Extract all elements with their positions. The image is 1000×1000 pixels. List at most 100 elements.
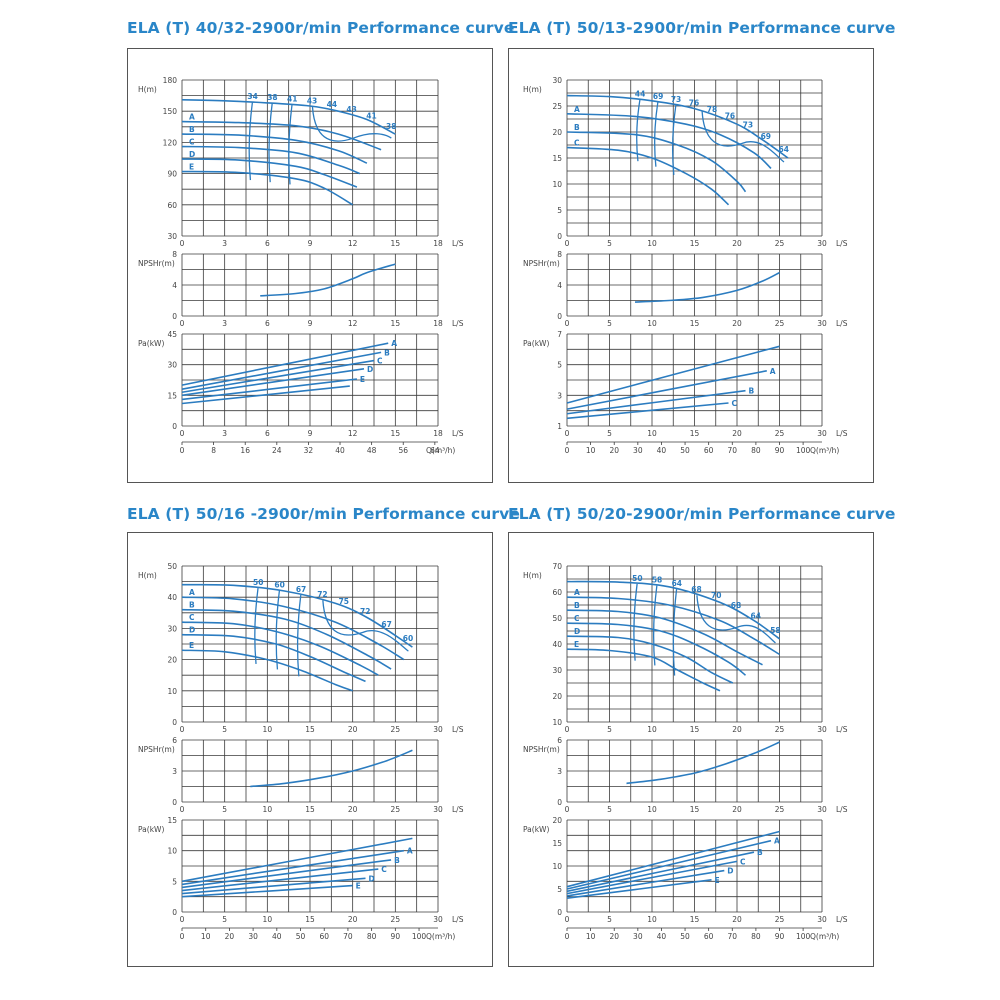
- c1-power-series-label: D: [367, 365, 373, 374]
- c3-head-ytick: 50: [167, 562, 177, 571]
- c4-npsh-ytick: 3: [557, 767, 562, 776]
- c2-power-xtick: 0: [565, 429, 570, 438]
- c2-head-xunit: L/S: [836, 239, 848, 248]
- c3-head-series-label: A: [189, 588, 195, 597]
- c3-power-xtick: 25: [391, 915, 401, 924]
- c2-power-xtick: 15: [690, 429, 700, 438]
- c2-power-series-label: B: [749, 387, 755, 396]
- c1-q-tick: 64: [430, 446, 440, 455]
- c1-power-xtick: 9: [308, 429, 313, 438]
- c2-head-xtick: 30: [817, 239, 827, 248]
- c2-head-efficiency-label: 76: [725, 112, 735, 121]
- c4-head-ytick: 20: [552, 692, 562, 701]
- c1-power-xtick: 6: [265, 429, 270, 438]
- c1-q-tick: 0: [180, 446, 185, 455]
- c4-npsh-ylabel: NPSHr(m): [523, 745, 560, 754]
- c3-power-series-label: E: [356, 882, 361, 891]
- c2-head-xtick: 25: [775, 239, 785, 248]
- c3-npsh-ytick: 3: [172, 767, 177, 776]
- c3-q-tick: 0: [180, 932, 185, 941]
- c1-power-series-C: [181, 359, 375, 394]
- c3-head-efficiency-label: 67: [381, 620, 391, 629]
- c2-head-ytick: 15: [552, 154, 562, 163]
- c2-head-efficiency-label: 73: [671, 95, 681, 104]
- c3-power-series-0: [181, 837, 413, 883]
- c3-power-series-label: D: [368, 874, 374, 883]
- c1-head-ylabel: H(m): [138, 85, 157, 94]
- c1-power-xtick: 0: [180, 429, 185, 438]
- c3-power-series-label: B: [394, 856, 400, 865]
- c3-power-xtick: 30: [433, 915, 443, 924]
- c2-q-tick: 0: [565, 446, 570, 455]
- c2-power-ytick: 3: [557, 391, 562, 400]
- chart-panel-2: [508, 48, 874, 483]
- c1-q-tick: 24: [272, 446, 282, 455]
- c2-power-xtick: 5: [607, 429, 612, 438]
- c2-q-unit: Q(m³/h): [810, 446, 839, 455]
- c3-head-series-D: [181, 633, 366, 683]
- c4-head-series-label: E: [574, 640, 579, 649]
- c2-npsh-ylabel: NPSHr(m): [523, 259, 560, 268]
- c2-power-series-label: A: [770, 367, 776, 376]
- c3-head-ylabel: H(m): [138, 571, 157, 580]
- c3-head-iso-efficiency: [275, 590, 281, 670]
- c3-head-efficiency-label: 75: [339, 597, 349, 606]
- c4-power-series-0: [566, 830, 780, 888]
- c2-q-tick: 60: [704, 446, 714, 455]
- c1-head-series-B: [181, 133, 368, 164]
- c3-head-series-label: E: [189, 641, 194, 650]
- c4-power-xtick: 10: [647, 915, 657, 924]
- c1-power-series-B: [181, 351, 382, 390]
- c2-power-series-C: [566, 402, 729, 420]
- c3-head-ytick: 30: [167, 624, 177, 633]
- c4-head-max-curve: [566, 580, 780, 640]
- chart-title-3: ELA (T) 50/16 -2900r/min Performance cur…: [127, 505, 520, 523]
- c4-q-unit: Q(m³/h): [810, 932, 839, 941]
- c4-power-series-label: C: [740, 857, 746, 866]
- c3-head-series-C: [181, 621, 379, 676]
- c1-power-ytick: 45: [167, 330, 177, 339]
- c1-head-xtick: 9: [308, 239, 313, 248]
- c1-head-efficiency-label: 44: [327, 100, 337, 109]
- c1-head-ytick: 90: [167, 170, 177, 179]
- c2-head-max-curve: [566, 94, 789, 159]
- c1-power-series-label: B: [384, 348, 390, 357]
- c1-head-iso-efficiency: [288, 104, 293, 185]
- c4-power-series-label: B: [757, 848, 763, 857]
- c2-npsh-series-0: [634, 271, 780, 303]
- c3-power-series-A: [181, 849, 405, 886]
- c2-power-xtick: 30: [817, 429, 827, 438]
- c3-q-tick: 90: [391, 932, 401, 941]
- c2-q-tick: 90: [775, 446, 785, 455]
- c1-npsh-xtick: 9: [308, 319, 313, 328]
- c4-head-efficiency-label: 70: [711, 591, 721, 600]
- c3-q-tick: 40: [272, 932, 282, 941]
- c3-head-efficiency-label: 72: [360, 607, 370, 616]
- c1-head-efficiency-label: 38: [386, 122, 396, 131]
- c3-head-iso-efficiency: [296, 594, 302, 677]
- c1-head-iso-efficiency: [268, 103, 273, 183]
- c1-npsh-xtick: 3: [222, 319, 227, 328]
- c3-power-xtick: 5: [222, 915, 227, 924]
- c4-power-ytick: 0: [557, 908, 562, 917]
- c1-head-max-curve: [181, 98, 396, 135]
- c4-power-ytick: 15: [552, 839, 562, 848]
- c2-head-ytick: 25: [552, 102, 562, 111]
- c2-head-xtick: 15: [690, 239, 700, 248]
- c2-q-tick: 100: [796, 446, 811, 455]
- c1-power-xtick: 3: [222, 429, 227, 438]
- c2-power-xtick: 25: [775, 429, 785, 438]
- c3-head-series-label: B: [189, 601, 195, 610]
- c3-npsh-xtick: 0: [180, 805, 185, 814]
- c1-head-ytick: 60: [167, 201, 177, 210]
- c2-head-efficiency-label: 73: [743, 121, 753, 130]
- c3-head-efficiency-label: 50: [253, 578, 263, 587]
- c1-head-xtick: 12: [348, 239, 358, 248]
- c1-power-xtick: 18: [433, 429, 443, 438]
- c4-power-series-label: A: [774, 837, 780, 846]
- c1-head-xtick: 18: [433, 239, 443, 248]
- c1-power-series-label: A: [391, 339, 397, 348]
- c3-head-xtick: 10: [263, 725, 273, 734]
- c4-npsh-ytick: 6: [557, 736, 562, 745]
- chart-title-2: ELA (T) 50/13-2900r/min Performance curv…: [508, 19, 896, 37]
